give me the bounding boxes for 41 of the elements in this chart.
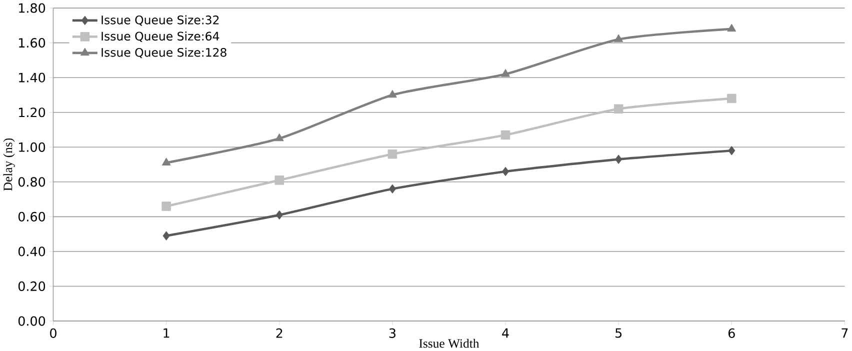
point [615, 154, 622, 164]
y-axis-title: Delay (ns) [3, 138, 15, 191]
point [162, 158, 171, 166]
y-tick-label: 0.60 [18, 212, 46, 222]
legend-label: Issue Queue Size:64 [102, 31, 220, 42]
x-tick-label: 0 [50, 328, 56, 338]
point [500, 130, 510, 140]
legend-label: Issue Queue Size:128 [102, 48, 226, 58]
y-tick-label: 0.80 [18, 177, 46, 187]
point [388, 90, 397, 98]
point [727, 94, 736, 104]
point [727, 24, 736, 32]
point [276, 210, 283, 220]
point [388, 184, 396, 194]
point [274, 176, 284, 185]
point [614, 34, 624, 42]
x-tick-label: 5 [616, 328, 622, 338]
y-tick-label: 0.40 [18, 246, 46, 256]
point [274, 133, 284, 142]
x-axis-title: Issue Width [419, 338, 480, 348]
x-tick-label: 2 [276, 328, 282, 338]
x-tick-label: 1 [164, 328, 170, 338]
point [388, 149, 398, 159]
point [162, 202, 171, 211]
x-tick-label: 3 [389, 328, 396, 338]
y-tick-label: 1.60 [19, 38, 46, 48]
point [162, 231, 170, 240]
y-tick-label: 0.00 [18, 316, 46, 326]
y-tick-label: 0.20 [18, 281, 46, 292]
y-tick-label: 1.80 [19, 3, 46, 13]
y-tick-label: 1.40 [19, 72, 46, 82]
y-tick-label: 1.00 [19, 142, 46, 152]
point [502, 166, 510, 176]
point [501, 68, 510, 77]
legend-label: Issue Queue Size:32 [102, 15, 219, 26]
y-tick-label: 1.20 [19, 108, 46, 118]
point [728, 146, 736, 156]
x-tick-label: 4 [502, 328, 509, 338]
x-tick-label: 6 [728, 328, 735, 338]
x-tick-label: 7 [842, 328, 848, 338]
point [614, 104, 624, 114]
